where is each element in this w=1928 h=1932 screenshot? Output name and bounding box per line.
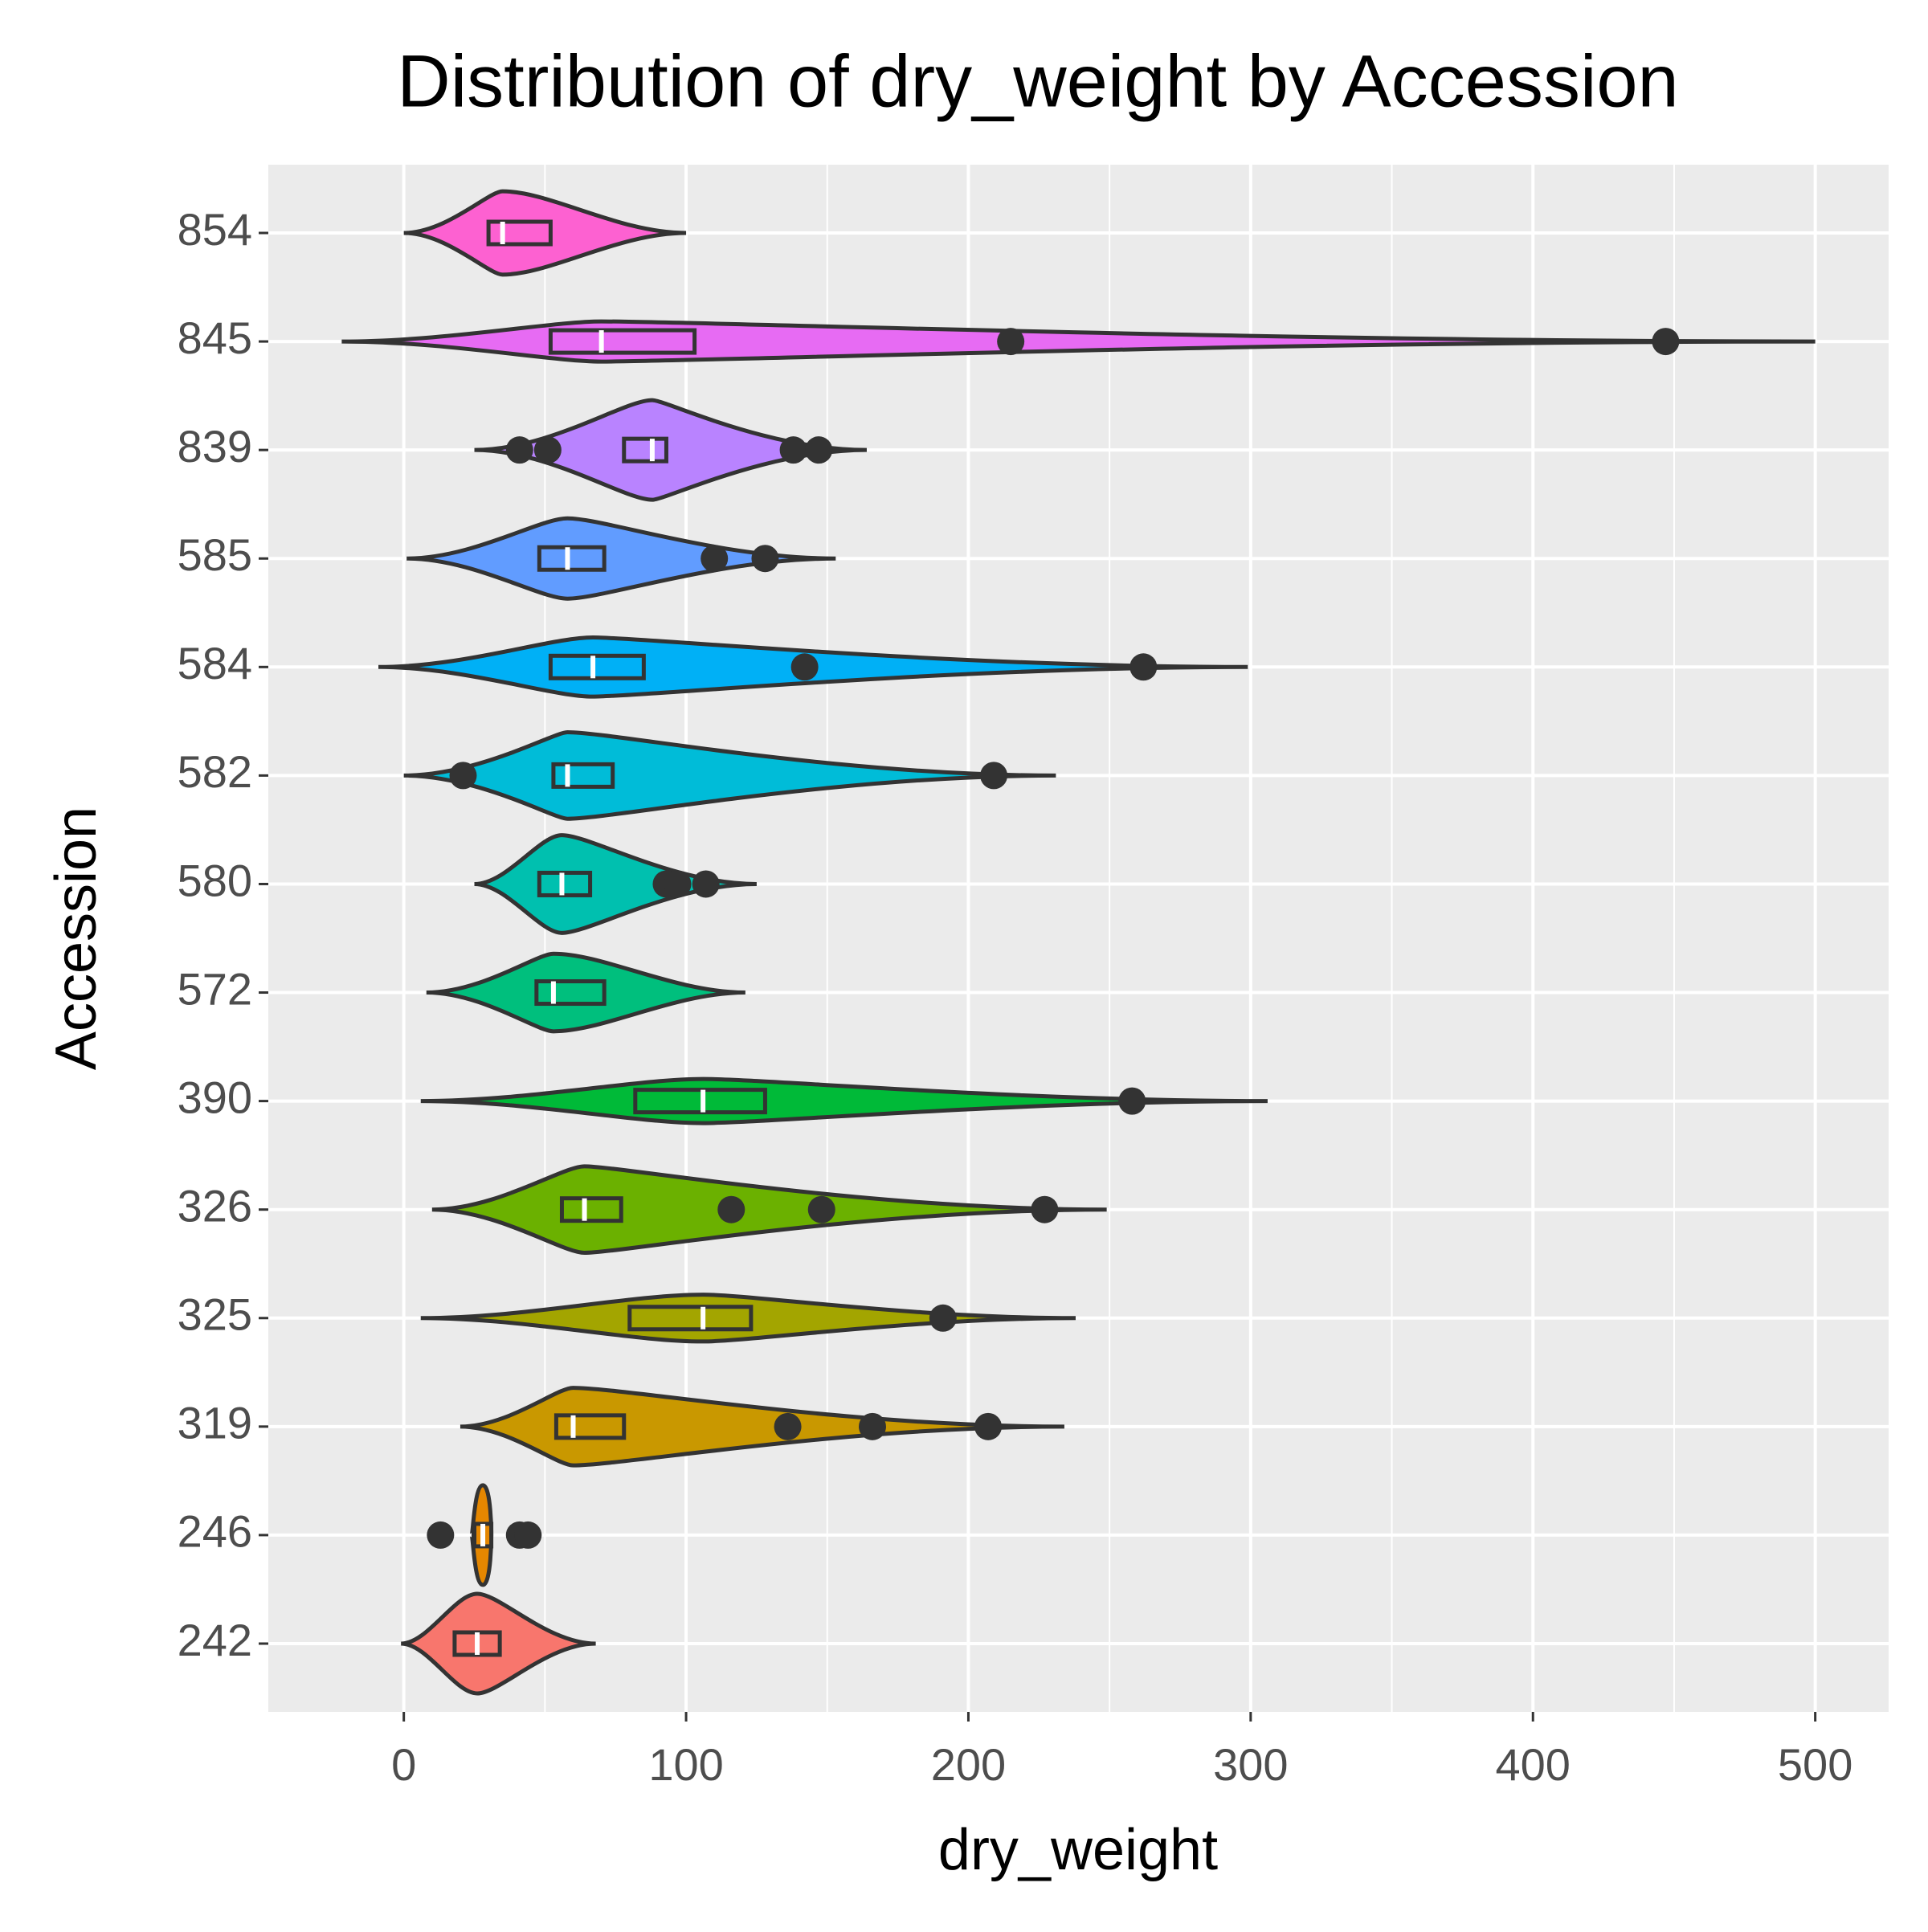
y-tick-label: 390 [178,1072,252,1122]
outlier [805,436,833,464]
y-tick-label: 582 [178,746,252,797]
chart-title: Distribution of dry_weight by Accession [397,40,1678,122]
y-tick-label: 854 [178,204,252,255]
box [633,1088,767,1115]
x-tick-label: 400 [1496,1739,1571,1790]
outlier [1129,653,1158,681]
outlier [664,870,692,898]
violin [474,833,757,935]
box [537,870,593,897]
x-axis-title: dry_weight [938,1818,1218,1882]
y-tick-label: 585 [178,529,252,580]
box [559,1196,623,1223]
violin [474,398,867,502]
y-tick-label: 580 [178,855,252,905]
y-tick-label: 246 [178,1506,252,1557]
violin [460,1386,1064,1468]
violin [420,1076,1268,1125]
outlier [774,1412,802,1440]
y-tick-label: 584 [178,638,252,688]
y-tick-label: 325 [178,1289,252,1340]
outlier [1652,328,1680,356]
y-tick-label: 326 [178,1180,252,1231]
outlier [1031,1195,1059,1223]
outlier [974,1412,1003,1440]
outlier [790,653,819,681]
y-axis-title: Accession [44,807,108,1070]
x-tick-label: 300 [1213,1739,1288,1790]
outlier [929,1304,957,1332]
y-tick-label: 242 [178,1615,252,1665]
outlier [1118,1087,1146,1115]
violin [406,516,836,601]
outlier [980,762,1008,790]
y-tick-label: 839 [178,421,252,472]
outlier [701,545,729,573]
box [537,545,607,572]
x-tick-label: 200 [931,1739,1006,1790]
outlier [779,436,807,464]
box [486,219,553,247]
outlier [514,1521,542,1549]
x-tick-label: 100 [648,1739,723,1790]
outlier [751,545,779,573]
outlier [692,870,720,898]
box [551,762,615,789]
box [548,653,646,680]
x-tick-label: 500 [1778,1739,1852,1790]
outlier [533,436,562,464]
box [553,1413,627,1440]
outlier [449,762,477,790]
outlier [717,1195,745,1223]
panel [268,165,1889,1712]
x-tick-label: 0 [391,1739,416,1790]
outlier [997,328,1025,356]
box [622,436,668,464]
y-tick-label: 572 [178,963,252,1014]
outlier [505,436,533,464]
box [534,979,607,1007]
box [548,328,697,355]
outlier [427,1521,455,1549]
y-tick-label: 319 [178,1398,252,1448]
outlier [858,1412,886,1440]
outlier [807,1195,835,1223]
box [627,1305,754,1332]
y-tick-label: 845 [178,312,252,363]
